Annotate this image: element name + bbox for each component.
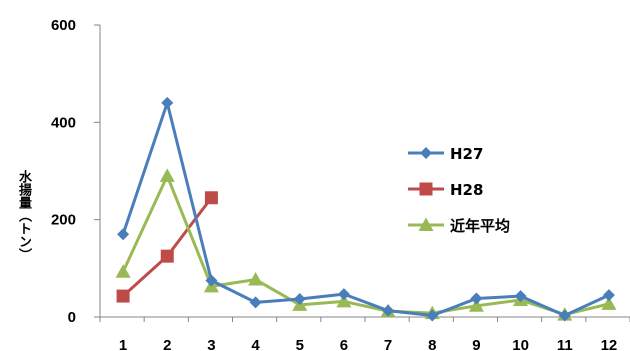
- data-point: [249, 296, 262, 309]
- data-point: [336, 293, 352, 308]
- data-point: [470, 292, 483, 305]
- data-point: [204, 191, 218, 205]
- data-point: [382, 304, 395, 317]
- y-tick-label: 400: [51, 114, 76, 131]
- y-tick-label: 600: [51, 17, 76, 34]
- x-tick-label: 10: [512, 337, 529, 351]
- data-point: [602, 289, 615, 302]
- data-point: [468, 298, 484, 312]
- legend-marker: [418, 217, 434, 231]
- legend-marker: [419, 182, 433, 196]
- data-point: [514, 290, 527, 303]
- series-line: [121, 174, 610, 317]
- x-tick-label: 12: [601, 337, 618, 351]
- x-tick-label: 5: [296, 337, 304, 351]
- y-tick-label: 0: [68, 309, 76, 326]
- y-tick-labels: 0 200 400 600: [51, 17, 76, 326]
- x-tick-label: 6: [340, 337, 348, 351]
- data-point: [161, 96, 174, 109]
- y-axis-label: 水揚量（トン）: [16, 170, 31, 261]
- data-point: [558, 309, 571, 322]
- series-line: [121, 101, 610, 318]
- series-line: [122, 196, 213, 298]
- legend-label: H28: [450, 181, 483, 199]
- x-tick-label: 2: [163, 337, 171, 351]
- legend-marker: [420, 147, 432, 159]
- data-point: [205, 274, 218, 287]
- legend: H27 H28 近年平均: [408, 145, 510, 235]
- data-point: [293, 292, 306, 305]
- x-tick-label: 3: [207, 337, 215, 351]
- data-point: [116, 289, 130, 303]
- data-point: [601, 296, 617, 310]
- data-point: [159, 168, 175, 182]
- series-1: [117, 96, 615, 322]
- x-tick-label: 9: [472, 337, 480, 351]
- x-tick-labels: 1 2 3 4 5 6 7 8 9 10 11 12: [119, 337, 617, 351]
- data-point: [115, 264, 131, 278]
- x-tick-label: 4: [251, 337, 260, 351]
- x-tick-label: 11: [557, 337, 573, 351]
- data-point: [160, 249, 174, 263]
- data-point: [337, 288, 350, 301]
- series-group: [115, 96, 617, 322]
- x-tick-label: 1: [119, 337, 127, 351]
- legend-label: 近年平均: [450, 217, 510, 235]
- x-tick-label: 8: [428, 337, 436, 351]
- x-tick-label: 7: [384, 337, 392, 351]
- axes: [94, 24, 630, 322]
- legend-label: H27: [450, 145, 483, 163]
- data-point: [426, 309, 439, 322]
- data-point: [248, 272, 264, 286]
- y-tick-label: 200: [51, 212, 76, 229]
- data-point: [117, 228, 130, 241]
- series-3: [115, 168, 617, 321]
